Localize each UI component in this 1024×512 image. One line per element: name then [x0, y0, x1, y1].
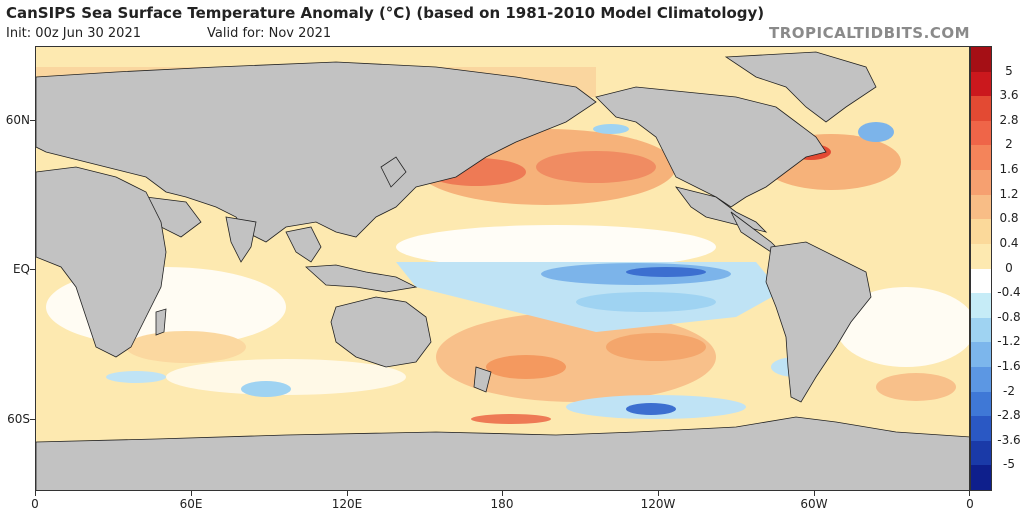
colorbar-label: 2	[1005, 137, 1013, 152]
lon-tick-60w	[814, 491, 815, 496]
colorbar-segment	[971, 342, 991, 368]
colorbar-segment	[971, 366, 991, 393]
colorbar-segment	[971, 243, 991, 269]
colorbar-segment	[971, 96, 991, 122]
colorbar-segment	[971, 293, 991, 319]
colorbar-segment	[971, 391, 991, 417]
colorbar-segment	[971, 219, 991, 245]
colorbar-label: -2	[1003, 383, 1015, 398]
valid-time: Valid for: Nov 2021	[207, 26, 332, 41]
colorbar-segment	[971, 71, 991, 97]
lon-tick-120e	[347, 491, 348, 496]
colorbar-segment	[971, 440, 991, 466]
lon-label-60e: 60E	[179, 497, 203, 511]
map-graphic	[36, 47, 969, 490]
lon-label-0-right: 0	[966, 497, 974, 511]
colorbar-label: -0.8	[997, 309, 1021, 324]
colorbar-label: 0	[1005, 260, 1013, 275]
lon-label-180: 180	[490, 497, 514, 511]
colorbar-label: -2.8	[997, 408, 1021, 423]
lat-tick-60s	[30, 419, 35, 420]
colorbar-label: 1.6	[999, 162, 1019, 177]
lon-label-120e: 120E	[331, 497, 363, 511]
lon-label-60w: 60W	[800, 497, 828, 511]
colorbar-label: 1.2	[999, 186, 1019, 201]
lat-label-eq: EQ	[12, 262, 30, 276]
colorbar-label: -1.6	[997, 358, 1021, 373]
brand-watermark: TROPICALTIDBITS.COM	[769, 24, 970, 42]
colorbar-segment	[971, 465, 991, 491]
lon-tick-60e	[191, 491, 192, 496]
sst-anomaly-map	[35, 46, 970, 491]
colorbar-label: -0.4	[997, 285, 1021, 300]
colorbar-label: -1.2	[997, 334, 1021, 349]
lon-tick-0-right	[969, 491, 970, 496]
colorbar-label: 0.4	[999, 235, 1019, 250]
colorbar-segment	[971, 194, 991, 220]
init-time: Init: 00z Jun 30 2021	[6, 26, 141, 41]
colorbar-label: 3.6	[999, 88, 1019, 103]
land-masses	[36, 51, 969, 490]
lon-label-0-left: 0	[31, 497, 39, 511]
colorbar-segment	[971, 416, 991, 442]
colorbar-label: 2.8	[999, 112, 1019, 127]
colorbar-segment	[971, 145, 991, 171]
colorbar-segment	[971, 47, 991, 73]
colorbar-segment	[971, 170, 991, 196]
lon-tick-0-left	[35, 491, 36, 496]
lat-label-60n: 60N	[5, 113, 30, 127]
colorbar	[970, 46, 992, 491]
lat-label-60s: 60S	[7, 412, 30, 426]
colorbar-segment	[971, 317, 991, 343]
colorbar-label: -3.6	[997, 432, 1021, 447]
lat-tick-eq	[30, 269, 35, 270]
colorbar-label: 5	[1005, 63, 1013, 78]
colorbar-segment	[971, 268, 991, 294]
lon-tick-120w	[658, 491, 659, 496]
chart-title: CanSIPS Sea Surface Temperature Anomaly …	[6, 4, 765, 22]
lat-tick-60n	[30, 120, 35, 121]
colorbar-label: 0.8	[999, 211, 1019, 226]
colorbar-label: -5	[1003, 457, 1015, 472]
lon-tick-180	[502, 491, 503, 496]
colorbar-segment	[971, 120, 991, 146]
lon-label-120w: 120W	[640, 497, 676, 511]
